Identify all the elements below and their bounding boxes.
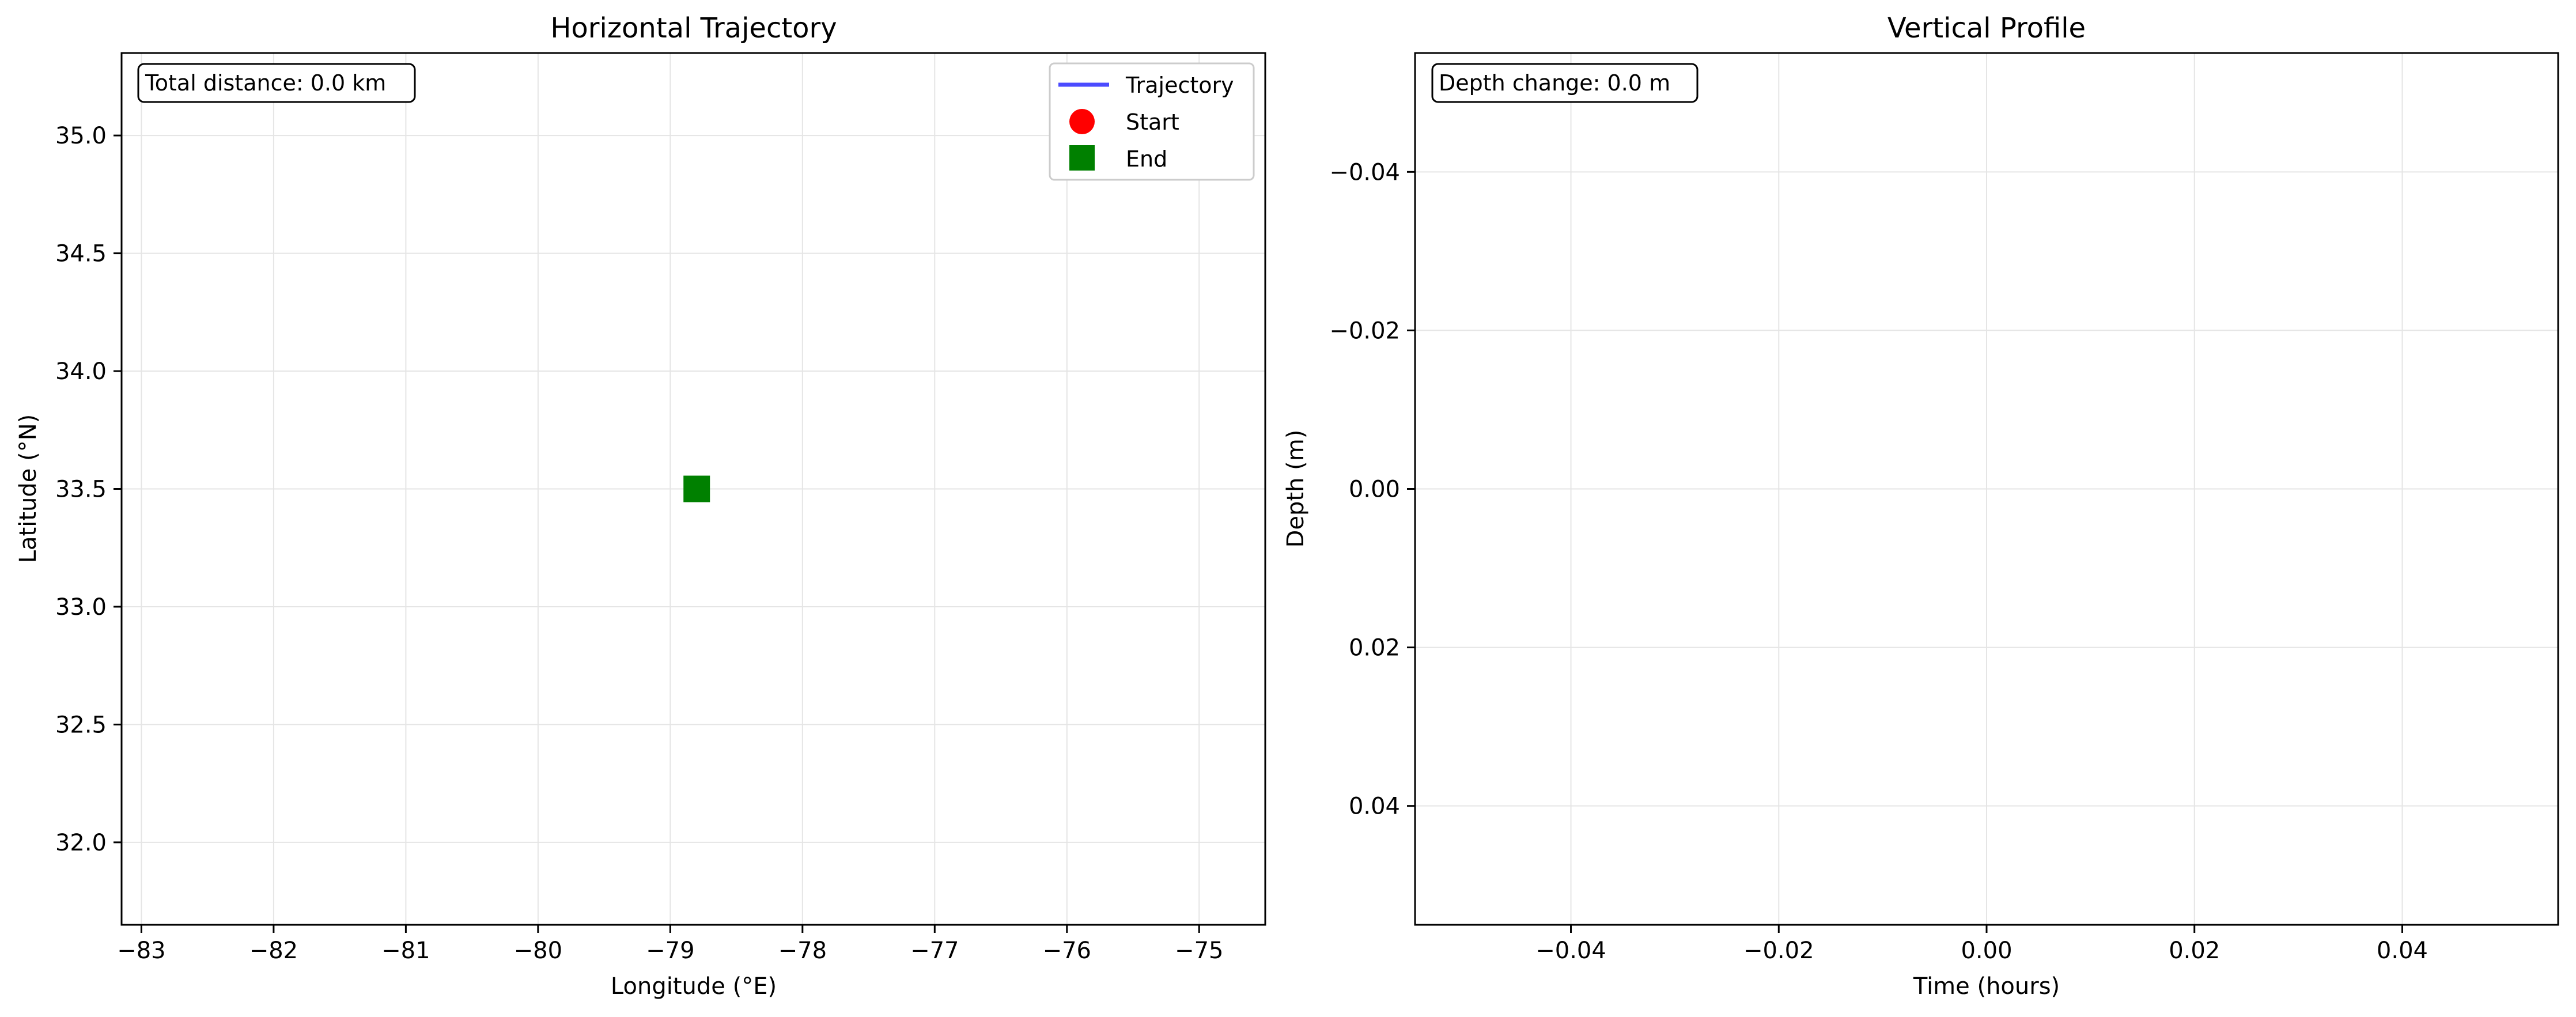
x-tick-label: −79 [646,937,694,964]
legend-end-swatch [1069,145,1095,171]
y-tick-label: 35.0 [55,123,107,149]
x-tick-label: −78 [778,937,827,964]
horizontal-trajectory-panel: Horizontal Trajectory −83 −82 −81 −80 −79 −78… [15,12,1266,1000]
y-tick-label: 33.0 [55,594,107,621]
chart-title-horizontal: Horizontal Trajectory [550,12,837,44]
x-tick-label: 0.00 [1961,937,2012,964]
chart-title-vertical: Vertical Profile [1887,12,2086,44]
y-tick-label: −0.04 [1329,159,1400,186]
total-distance-text: Total distance: 0.0 km [145,70,386,96]
x-axis-ticks-right: −0.04 −0.02 0.00 0.02 0.04 [1535,925,2428,964]
y-tick-label: 32.5 [55,712,107,738]
y-tick-label: 0.02 [1349,635,1400,661]
x-tick-label: −82 [249,937,298,964]
y-axis-label-left: Latitude (°N) [15,414,41,563]
x-tick-label: 0.04 [2377,937,2428,964]
y-tick-label: 34.5 [55,241,107,267]
x-tick-label: −76 [1043,937,1091,964]
legend: Trajectory Start End [1049,62,1255,181]
grid-right [1415,53,2558,925]
legend-trajectory-label: Trajectory [1125,73,1234,98]
x-tick-label: −75 [1175,937,1223,964]
depth-change-text: Depth change: 0.0 m [1439,70,1670,96]
trajectory-marks [683,475,710,502]
x-tick-label: −0.04 [1535,937,1606,964]
end-marker [683,475,710,502]
x-tick-label: −83 [117,937,165,964]
y-tick-label: 0.00 [1349,477,1400,503]
y-tick-label: 33.5 [55,477,107,503]
x-axis-label-right: Time (hours) [1913,973,2060,1000]
depth-change-annotation: Depth change: 0.0 m [1431,63,1699,103]
legend-start-label: Start [1126,109,1179,135]
x-axis-ticks-left: −83 −82 −81 −80 −79 −78 −77 −76 −75 [117,925,1223,964]
x-tick-label: −81 [381,937,430,964]
y-tick-label: −0.02 [1329,317,1400,344]
x-tick-label: 0.02 [2169,937,2220,964]
y-axis-ticks-left: 32.0 32.5 33.0 33.5 34.0 34.5 35.0 [55,123,122,856]
y-axis-ticks-right: −0.04 −0.02 0.00 0.02 0.04 [1329,159,1415,820]
total-distance-annotation: Total distance: 0.0 km [137,63,416,103]
x-tick-label: −80 [514,937,562,964]
x-tick-label: −77 [910,937,959,964]
legend-end-label: End [1126,146,1167,172]
y-axis-label-right: Depth (m) [1283,430,1309,548]
vertical-profile-panel: Vertical Profile −0.04 −0.02 0.00 0.02 0.04 … [1283,12,2559,1000]
y-tick-label: 0.04 [1349,793,1400,820]
x-axis-label-left: Longitude (°E) [611,973,777,1000]
y-tick-label: 32.0 [55,830,107,856]
x-tick-label: −0.02 [1743,937,1814,964]
legend-start-swatch [1069,109,1095,134]
y-tick-label: 34.0 [55,358,107,385]
